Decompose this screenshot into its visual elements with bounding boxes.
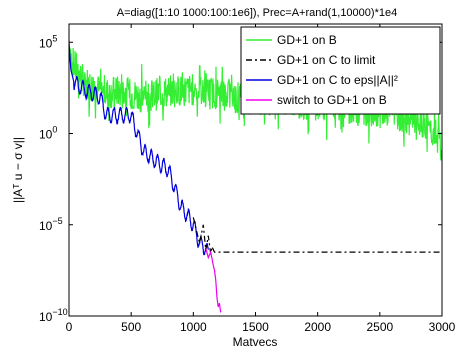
chart-title: A=diag([1:10 1000:100:1e6]), Prec=A+rand… [117,7,397,19]
y-axis-label: ||Aᵀ u − σ v|| [11,137,25,203]
legend-label-1: GD+1 on C to limit [277,53,376,67]
x-axis-label: Matvecs [233,335,278,349]
x-tick-label: 0 [66,320,73,334]
legend-label-3: switch to GD+1 on B [277,93,387,107]
y-tick-label: 100 [39,125,57,142]
x-tick-label: 2500 [366,320,393,334]
series-line-2 [69,42,209,256]
legend: GD+1 on B GD+1 on C to limit GD+1 on C to … [240,26,441,115]
y-tick-label: 10−5 [39,216,63,233]
legend-label-0: GD+1 on B [277,33,337,47]
x-axis: 0 500 1000 1500 2000 2500 3000 [66,24,456,334]
y-axis: 10−10 10−5 100 105 [39,33,442,324]
y-tick-label: 10−10 [39,307,68,324]
x-tick-label: 1500 [242,320,269,334]
y-tick-label: 105 [39,33,57,50]
x-tick-label: 1000 [180,320,207,334]
legend-label-2: GD+1 on C to eps||A||² [277,73,398,87]
x-tick-label: 3000 [429,320,456,334]
x-tick-label: 500 [121,320,141,334]
x-tick-label: 2000 [304,320,331,334]
series-line-1 [192,217,442,255]
legend-box [240,26,441,115]
series-line-3 [205,248,222,313]
